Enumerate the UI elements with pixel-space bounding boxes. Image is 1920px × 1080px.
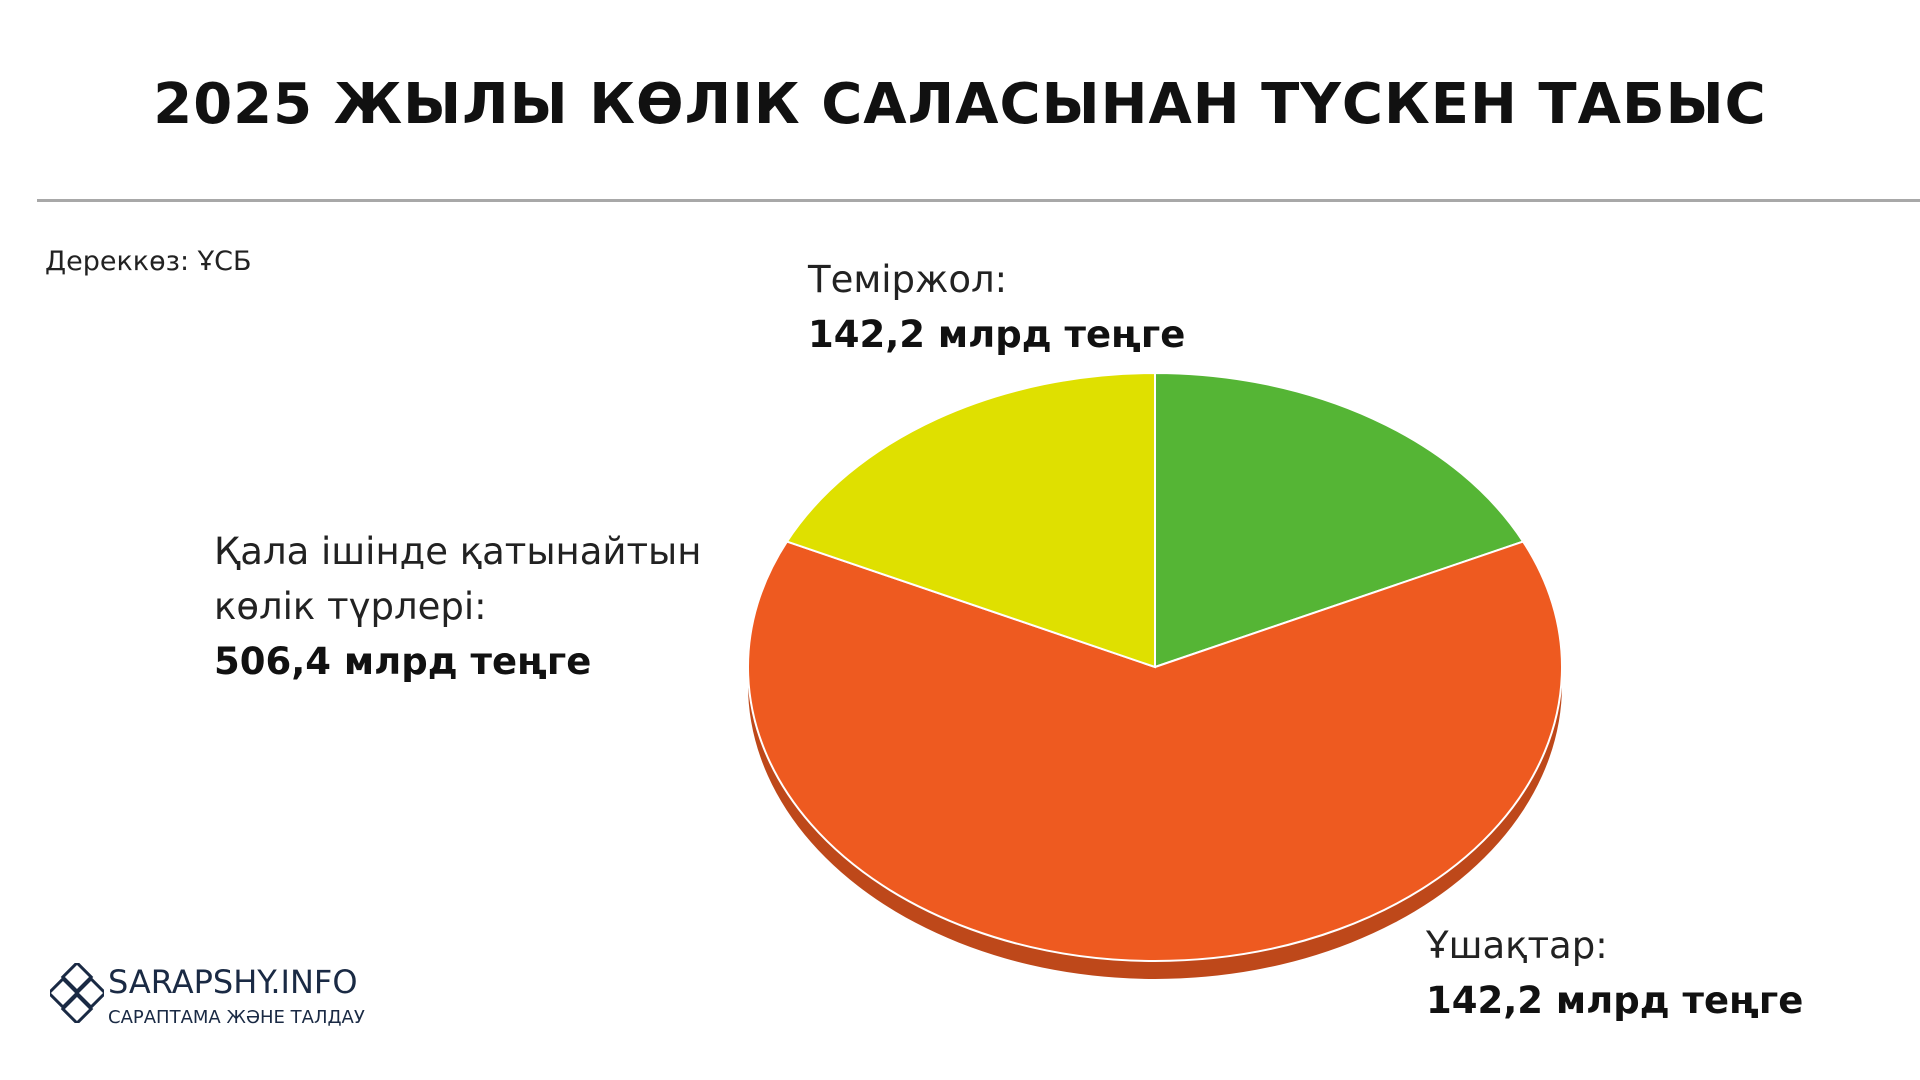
category-label: Қала ішінде қатынайтын көлік түрлері: (214, 530, 702, 628)
value-label: 142,2 млрд теңге (808, 313, 1186, 356)
slice-label: Қала ішінде қатынайтын көлік түрлері: 506… (214, 524, 744, 689)
pie-slice (785, 371, 1156, 669)
slice-label: Теміржол: 142,2 млрд теңге (808, 252, 1328, 362)
value-label: 506,4 млрд теңге (214, 640, 592, 683)
logo-icon (50, 963, 104, 1023)
value-label: 142,2 млрд теңге (1426, 979, 1804, 1022)
chart-title: 2025 ЖЫЛЫ КӨЛІК САЛАСЫНАН ТҮСКЕН ТАБЫС (153, 72, 1767, 137)
divider (37, 199, 1920, 202)
slice-label: Ұшақтар: 142,2 млрд теңге (1426, 918, 1920, 1028)
logo-tagline: САРАПТАМА ЖӘНЕ ТАЛДАУ (108, 1007, 365, 1028)
pie-slice (1154, 371, 1525, 669)
logo-name: SARAPSHY.INFO (108, 963, 358, 1001)
category-label: Ұшақтар: (1426, 924, 1608, 967)
category-label: Теміржол: (808, 258, 1008, 301)
pie-slice (747, 540, 1563, 962)
source-note: Дереккөз: ҰСБ (45, 246, 252, 277)
